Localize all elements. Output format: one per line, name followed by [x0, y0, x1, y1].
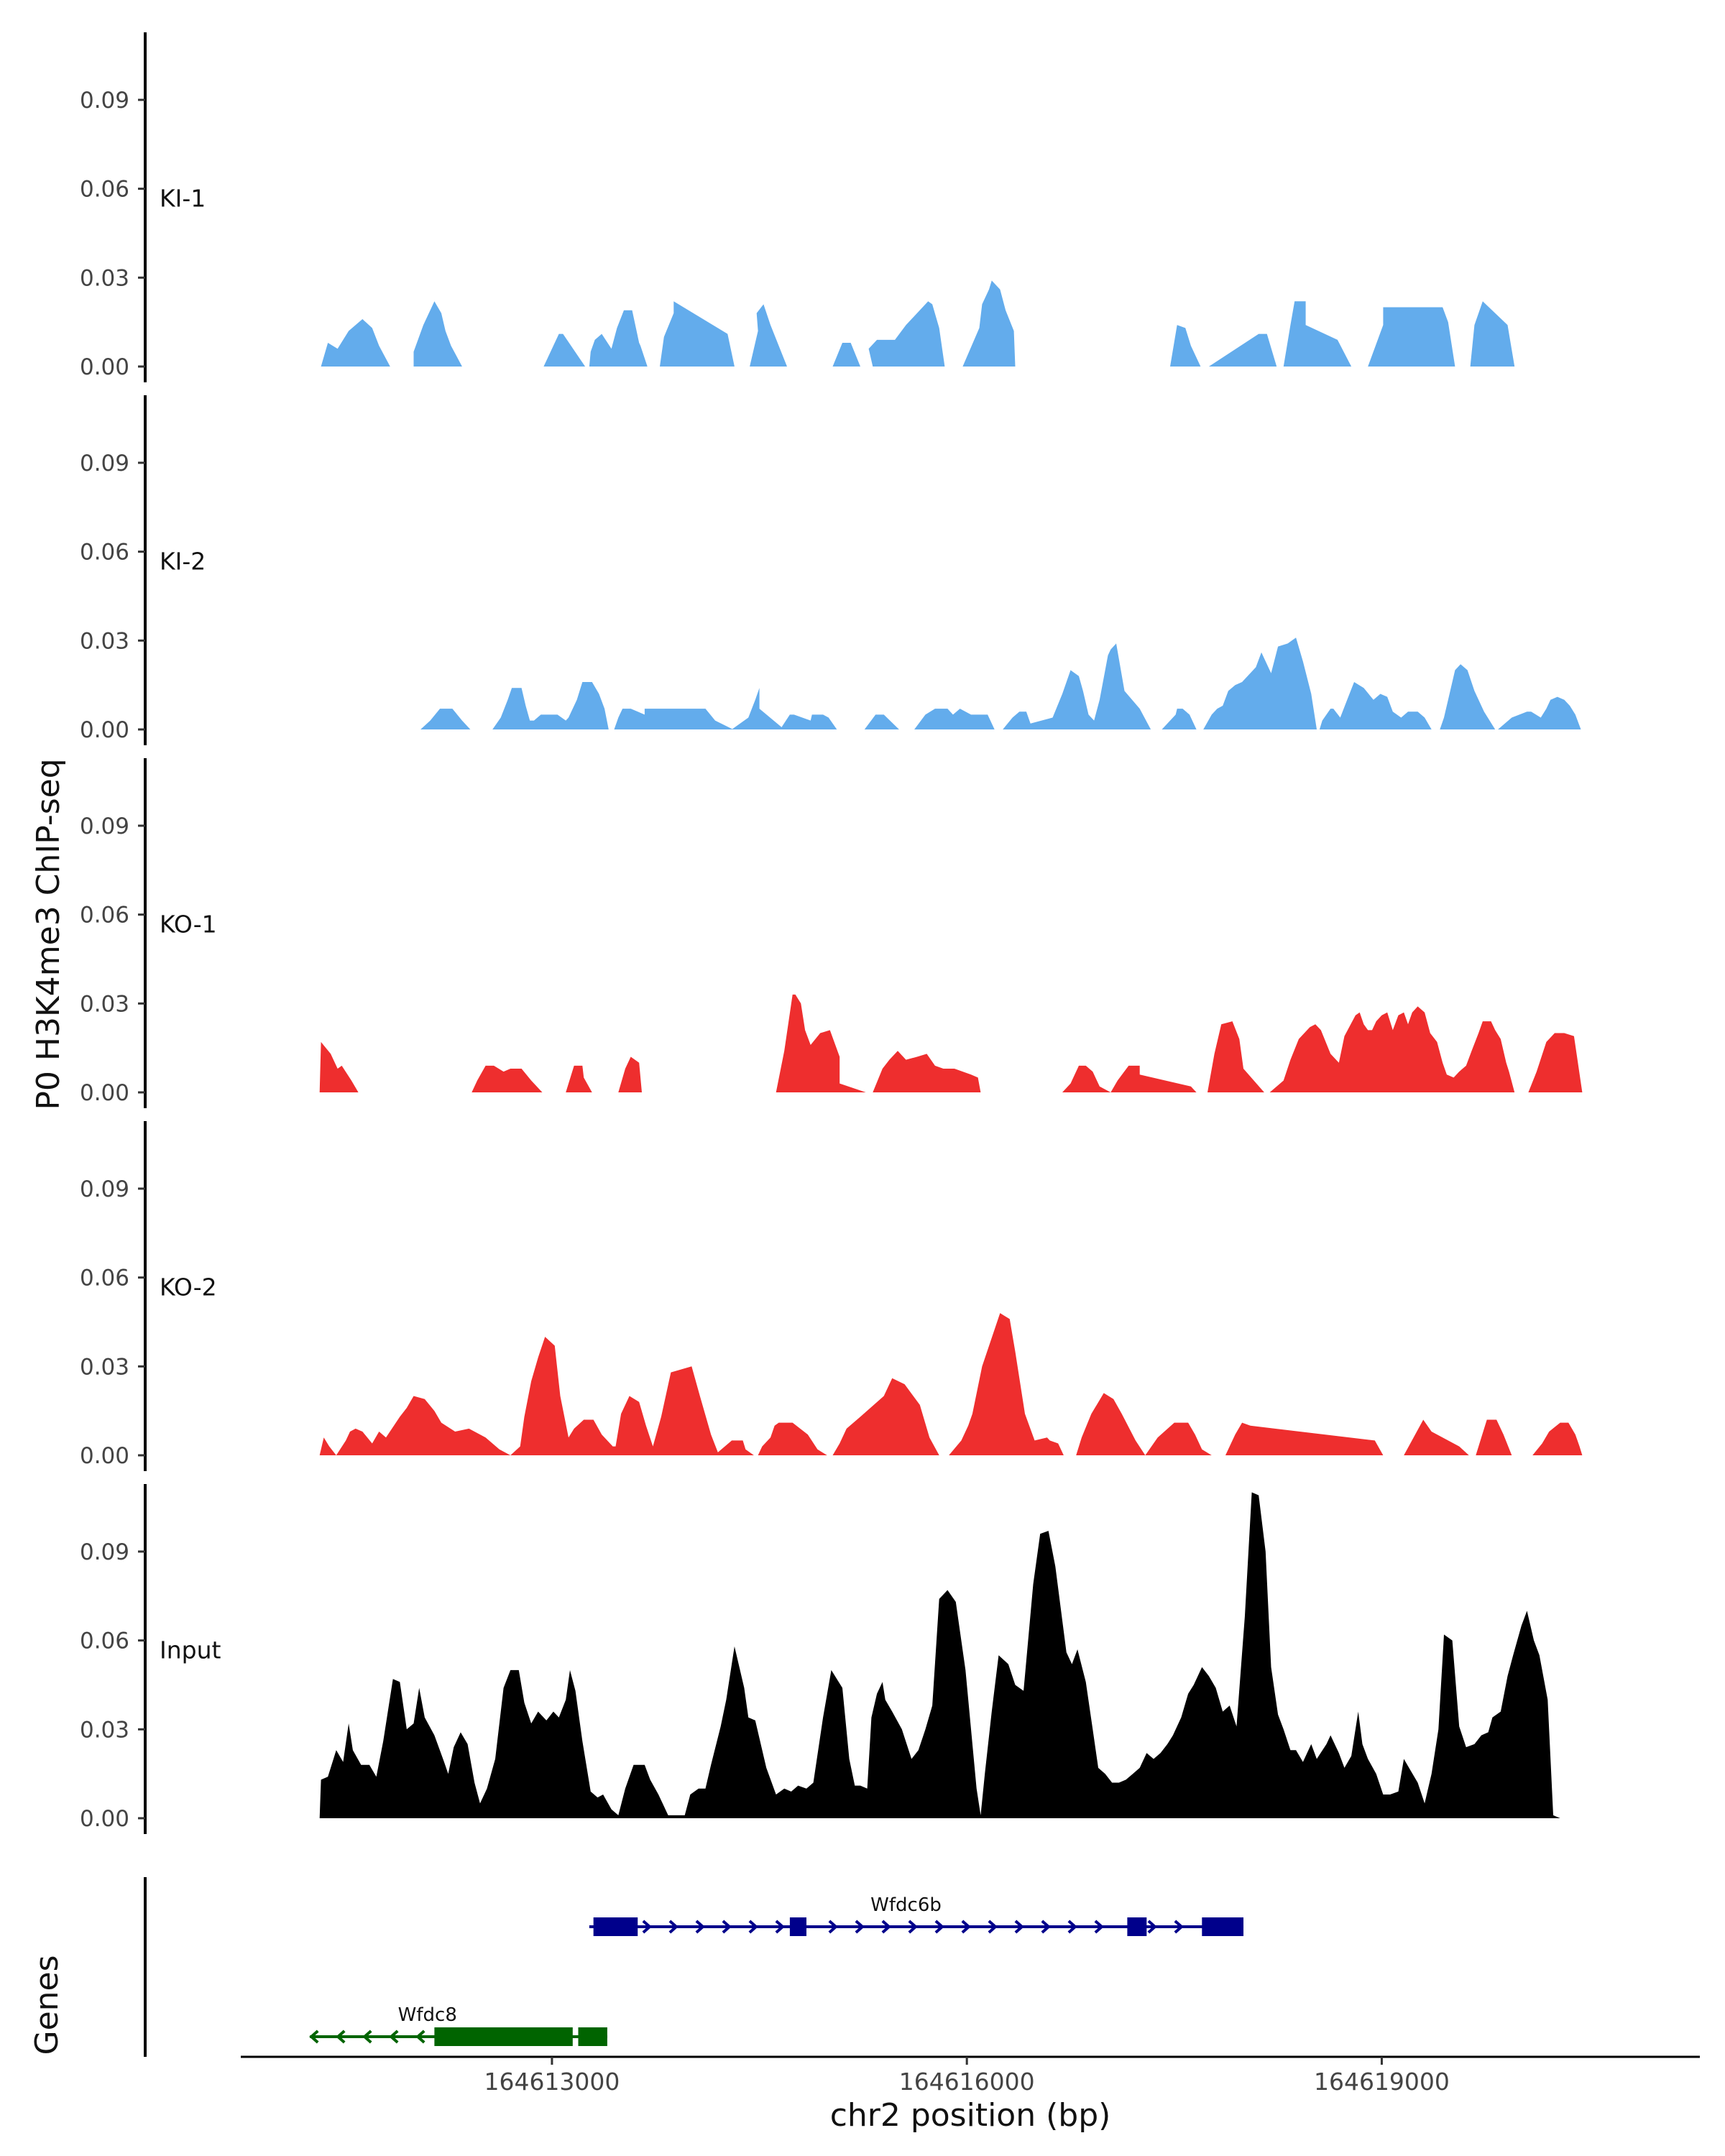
strand-arrow [855, 1920, 865, 1934]
x-tick-label: 164619000 [1314, 2068, 1450, 2096]
track-label: KO-1 [160, 910, 217, 938]
strand-arrow [722, 1920, 732, 1934]
y-tick-label: 0.06 [80, 540, 129, 566]
y-tick-label: 0.09 [80, 1539, 129, 1565]
x-ticks: 164613000 164616000 164619000 [484, 2057, 1450, 2096]
gene-wfdc6b: Wfdc6b [589, 1894, 1244, 1936]
gene-exon [434, 2027, 573, 2046]
gene-wfdc8: Wfdc8 [309, 2004, 607, 2046]
x-axis-title: chr2 position (bp) [830, 2097, 1111, 2134]
strand-arrow [961, 1920, 971, 1934]
track-label: KI-2 [160, 547, 206, 575]
y-tick-label: 0.00 [80, 354, 129, 380]
coverage-area-ki-2 [420, 637, 1595, 729]
y-tick-label: 0.00 [80, 1080, 129, 1106]
strand-arrow [1014, 1920, 1024, 1934]
coverage-area-ki-1 [321, 280, 1551, 367]
strand-arrow [908, 1920, 918, 1934]
track-input: 0.00 0.03 0.06 0.09 Input [80, 1484, 1560, 1834]
x-tick-label: 164616000 [899, 2068, 1035, 2096]
y-tick-label: 0.00 [80, 1806, 129, 1832]
y-tick-label: 0.03 [80, 1354, 129, 1380]
gene-models: Wfdc6b Wfdc8 [309, 1894, 1244, 2046]
genes-panel: Wfdc6b Wfdc8 Genes [29, 1877, 1244, 2057]
strand-arrow [415, 2030, 426, 2044]
genes-axis-title: Genes [29, 1955, 65, 2055]
strand-arrow [309, 2030, 319, 2044]
track-ko-1: 0.00 0.03 0.06 0.09 KO-1 [80, 758, 1620, 1108]
strand-arrow [934, 1920, 944, 1934]
y-tick-label: 0.09 [80, 451, 129, 476]
y-tick-label: 0.09 [80, 1176, 129, 1202]
x-axis: 164613000 164616000 164619000 chr2 positio… [241, 2055, 1700, 2134]
track-panels: 0.00 0.03 0.06 0.09 KI-1 0.00 0.03 0.06 0.09 KI-2… [80, 32, 1620, 1834]
y-tick-label: 0.06 [80, 1628, 129, 1654]
strand-arrow [1067, 1920, 1077, 1934]
y-tick-label: 0.06 [80, 903, 129, 929]
strand-arrow [775, 1920, 785, 1934]
strand-arrow [881, 1920, 891, 1934]
x-tick-label: 164613000 [484, 2068, 620, 2096]
y-tick-label: 0.09 [80, 814, 129, 839]
strand-arrow [988, 1920, 998, 1934]
strand-arrow [1147, 1920, 1157, 1934]
gene-label: Wfdc6b [870, 1894, 942, 1916]
gene-exon [578, 2027, 607, 2046]
y-axis-title: P0 H3K4me3 ChIP-seq [30, 758, 67, 1110]
strand-arrow [668, 1920, 678, 1934]
y-tick-label: 0.00 [80, 717, 129, 743]
y-tick-label: 0.03 [80, 628, 129, 654]
strand-arrow [1041, 1920, 1051, 1934]
strand-arrow [695, 1920, 705, 1934]
y-tick-label: 0.06 [80, 1266, 129, 1291]
gene-label: Wfdc8 [398, 2004, 457, 2026]
strand-arrow [1174, 1920, 1184, 1934]
gene-exon [1127, 1917, 1147, 1936]
y-tick-label: 0.03 [80, 1717, 129, 1743]
track-label: Input [160, 1636, 221, 1664]
strand-arrow [1094, 1920, 1104, 1934]
y-tick-label: 0.09 [80, 88, 129, 114]
gene-exon [789, 1917, 806, 1936]
y-tick-label: 0.00 [80, 1443, 129, 1469]
strand-arrow [828, 1920, 838, 1934]
coverage-area-input [319, 1492, 1560, 1818]
y-tick-label: 0.03 [80, 991, 129, 1017]
gene-exon [593, 1917, 638, 1936]
track-ko-2: 0.00 0.03 0.06 0.09 KO-2 [80, 1121, 1596, 1471]
track-label: KO-2 [160, 1273, 217, 1301]
coverage-area-ko-2 [319, 1313, 1596, 1455]
gene-exon [1202, 1917, 1244, 1936]
coverage-area-ko-1 [319, 994, 1620, 1092]
strand-arrow [748, 1920, 758, 1934]
track-ki-2: 0.00 0.03 0.06 0.09 KI-2 [80, 395, 1595, 745]
strand-arrow [389, 2030, 399, 2044]
strand-arrow [362, 2030, 372, 2044]
track-ki-1: 0.00 0.03 0.06 0.09 KI-1 [80, 32, 1551, 382]
strand-arrow [642, 1920, 652, 1934]
track-label: KI-1 [160, 184, 206, 212]
strand-arrow [336, 2030, 346, 2044]
y-tick-label: 0.06 [80, 177, 129, 203]
y-tick-label: 0.03 [80, 265, 129, 291]
